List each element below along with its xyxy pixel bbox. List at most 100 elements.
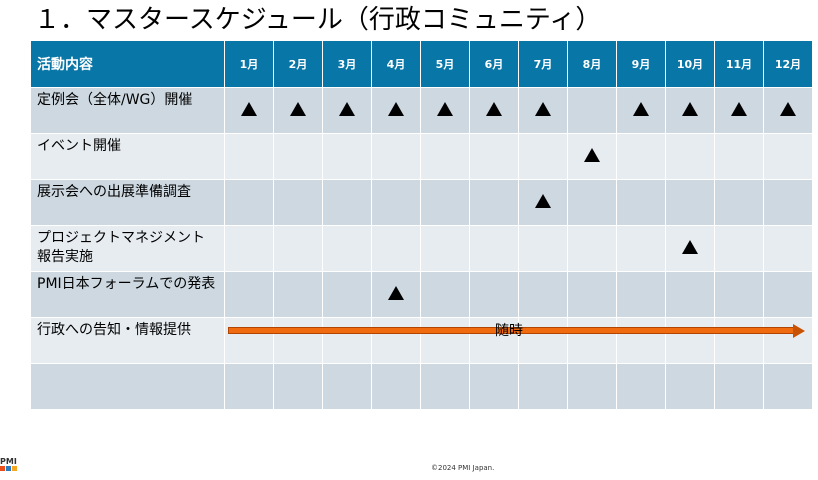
month-cell bbox=[714, 363, 764, 410]
month-header: 8月 bbox=[567, 40, 617, 88]
month-cell bbox=[616, 363, 666, 410]
copyright-footer: ©2024 PMI Japan. bbox=[431, 464, 495, 472]
month-header: 10月 bbox=[665, 40, 715, 88]
month-header: 2月 bbox=[273, 40, 323, 88]
month-cell bbox=[322, 133, 372, 180]
activity-cell: 行政への告知・情報提供 bbox=[30, 317, 225, 364]
month-cell bbox=[665, 317, 715, 364]
triangle-marker-icon bbox=[388, 286, 404, 300]
month-cell bbox=[420, 179, 470, 226]
month-cell bbox=[567, 317, 617, 364]
month-cell bbox=[273, 317, 323, 364]
month-cell bbox=[714, 225, 764, 272]
month-cell bbox=[665, 225, 715, 272]
month-cell bbox=[518, 179, 568, 226]
month-header: 6月 bbox=[469, 40, 519, 88]
month-header: 3月 bbox=[322, 40, 372, 88]
month-cell bbox=[763, 133, 813, 180]
month-header: 12月 bbox=[763, 40, 813, 88]
triangle-marker-icon bbox=[486, 102, 502, 116]
activity-cell: 展示会への出展準備調査 bbox=[30, 179, 225, 226]
month-cell bbox=[616, 179, 666, 226]
schedule-row: PMI日本フォーラムでの発表 bbox=[30, 271, 813, 318]
month-cell bbox=[616, 271, 666, 318]
month-cell bbox=[616, 225, 666, 272]
month-cell bbox=[224, 87, 274, 134]
month-cell bbox=[763, 225, 813, 272]
month-cell bbox=[567, 271, 617, 318]
activity-cell bbox=[30, 363, 225, 410]
schedule-row: 展示会への出展準備調査 bbox=[30, 179, 813, 226]
pmi-logo-icon: PMI bbox=[0, 457, 17, 471]
month-cell bbox=[371, 363, 421, 410]
triangle-marker-icon bbox=[633, 102, 649, 116]
month-cell bbox=[469, 87, 519, 134]
triangle-marker-icon bbox=[535, 102, 551, 116]
month-cell bbox=[616, 317, 666, 364]
month-cell bbox=[665, 179, 715, 226]
month-cell bbox=[665, 133, 715, 180]
ongoing-label: 随時 bbox=[495, 323, 523, 339]
month-header: 1月 bbox=[224, 40, 274, 88]
month-cell bbox=[763, 363, 813, 410]
month-cell bbox=[714, 133, 764, 180]
activity-label: 展示会への出展準備調査 bbox=[37, 184, 191, 200]
schedule-row: 行政への告知・情報提供 bbox=[30, 317, 813, 364]
month-cell bbox=[273, 87, 323, 134]
schedule-row: プロジェクトマネジメント報告実施 bbox=[30, 225, 813, 272]
month-cell bbox=[567, 363, 617, 410]
page-title: １．マスタースケジュール（行政コミュニティ） bbox=[34, 5, 602, 35]
triangle-marker-icon bbox=[682, 102, 698, 116]
schedule-row: イベント開催 bbox=[30, 133, 813, 180]
month-cell bbox=[518, 87, 568, 134]
month-cell bbox=[665, 363, 715, 410]
month-cell bbox=[567, 225, 617, 272]
month-cell bbox=[371, 133, 421, 180]
triangle-marker-icon bbox=[780, 102, 796, 116]
header-activity: 活動内容 bbox=[30, 40, 225, 88]
month-cell bbox=[371, 317, 421, 364]
month-cell bbox=[224, 133, 274, 180]
month-header: 5月 bbox=[420, 40, 470, 88]
month-cell bbox=[224, 225, 274, 272]
month-cell bbox=[224, 179, 274, 226]
month-cell bbox=[420, 317, 470, 364]
month-cell bbox=[322, 271, 372, 318]
month-cell bbox=[518, 271, 568, 318]
activity-label: PMI日本フォーラムでの発表 bbox=[37, 276, 216, 292]
month-cell bbox=[763, 179, 813, 226]
activity-cell: 定例会（全体/WG）開催 bbox=[30, 87, 225, 134]
month-cell bbox=[273, 271, 323, 318]
month-cell bbox=[616, 133, 666, 180]
activity-label: プロジェクトマネジメント報告実施 bbox=[37, 230, 205, 265]
month-cell bbox=[371, 87, 421, 134]
month-cell bbox=[714, 271, 764, 318]
activity-cell: プロジェクトマネジメント報告実施 bbox=[30, 225, 225, 272]
schedule-table: 活動内容 1月 2月 3月 4月 5月 6月 7月 8月 9月 10月 11月 … bbox=[30, 40, 813, 410]
month-cell bbox=[518, 133, 568, 180]
month-cell bbox=[469, 271, 519, 318]
month-cell bbox=[371, 271, 421, 318]
arrow-head-icon bbox=[793, 324, 805, 338]
month-cell bbox=[469, 225, 519, 272]
month-cell bbox=[616, 87, 666, 134]
triangle-marker-icon bbox=[339, 102, 355, 116]
month-header: 11月 bbox=[714, 40, 764, 88]
month-cell bbox=[224, 271, 274, 318]
schedule-row: 定例会（全体/WG）開催 bbox=[30, 87, 813, 134]
month-cell bbox=[469, 133, 519, 180]
month-cell bbox=[420, 87, 470, 134]
header-row: 活動内容 1月 2月 3月 4月 5月 6月 7月 8月 9月 10月 11月 … bbox=[30, 40, 813, 88]
month-header: 4月 bbox=[371, 40, 421, 88]
month-cell bbox=[322, 87, 372, 134]
month-cell bbox=[714, 179, 764, 226]
month-cell bbox=[322, 179, 372, 226]
activity-cell: イベント開催 bbox=[30, 133, 225, 180]
month-cell bbox=[518, 317, 568, 364]
month-cell bbox=[567, 133, 617, 180]
triangle-marker-icon bbox=[584, 148, 600, 162]
month-cell bbox=[714, 87, 764, 134]
ongoing-arrow bbox=[228, 324, 805, 338]
triangle-marker-icon bbox=[388, 102, 404, 116]
activity-label: 行政への告知・情報提供 bbox=[37, 322, 191, 338]
